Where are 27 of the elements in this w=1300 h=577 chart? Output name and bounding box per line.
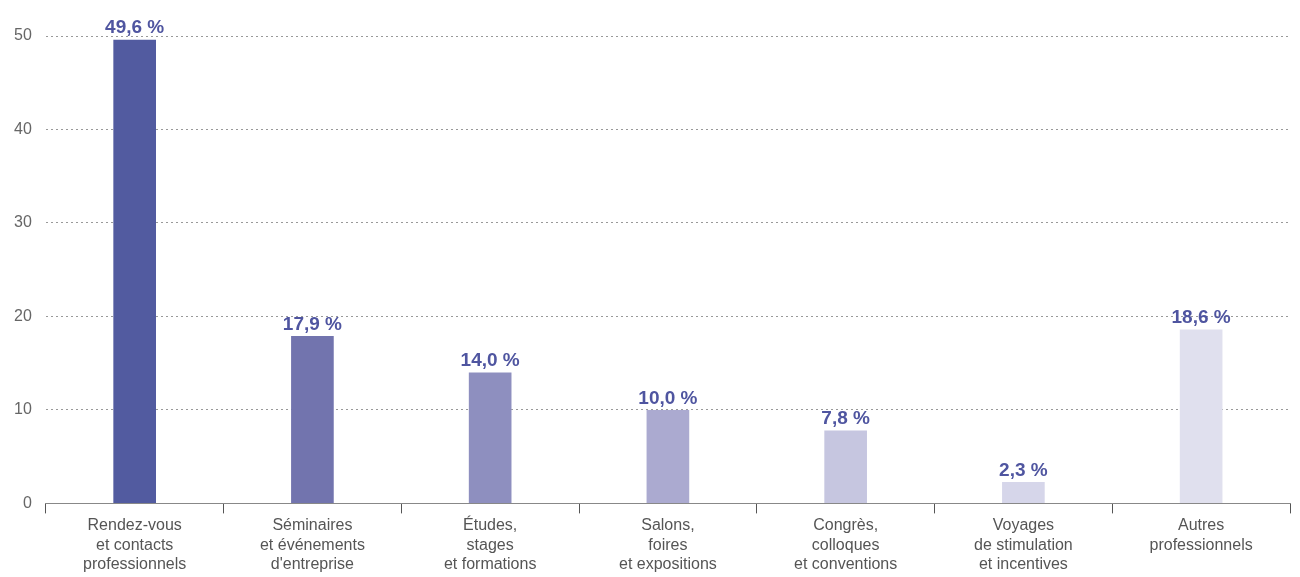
y-tick-label: 30 [14,213,32,231]
data-label: 10,0 % [638,386,698,408]
data-label: 7,8 % [821,407,871,429]
data-label: 14,0 % [460,349,520,371]
y-tick-label: 50 [14,26,32,44]
bar [113,39,156,503]
x-tick-label: Études, stages et formations [443,515,537,572]
bar [291,336,334,503]
bar [1179,329,1223,503]
bar [468,372,512,503]
x-tick-label: Séminaires et événements d'entreprise [259,516,365,572]
data-label: 49,6 % [105,16,165,38]
x-tick-label: Voyages de stimulation et incentives [974,516,1073,572]
data-label: 18,6 % [1171,306,1231,328]
y-tick-label: 10 [14,400,32,418]
y-tick-label: 0 [22,493,32,511]
data-label: 17,9 % [282,312,343,334]
bar [1002,481,1045,503]
x-tick-label: Salons, foires et expositions [618,516,717,572]
y-tick-label: 40 [14,119,32,137]
x-tick-label: Autres professionnels [1149,516,1253,553]
bar [824,430,867,503]
data-label: 2,3 % [999,458,1048,480]
x-tick-label: Rendez-vous et contacts professionnels [83,516,187,572]
bar [646,409,690,503]
y-tick-label: 20 [14,306,32,324]
x-tick-label: Congrès, colloques et conventions [794,516,898,572]
